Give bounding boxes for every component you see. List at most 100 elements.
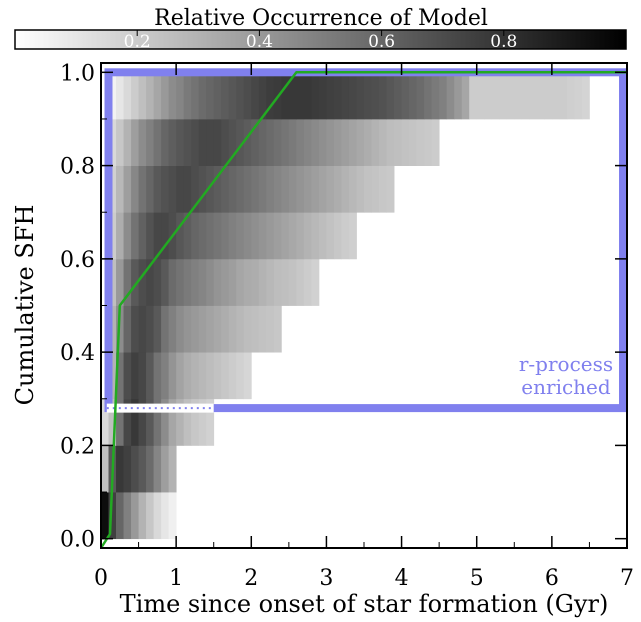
heatmap-cell	[146, 445, 154, 493]
heatmap-cell	[153, 492, 162, 540]
heatmap-cell	[138, 212, 147, 260]
heatmap-cell	[138, 165, 147, 213]
heatmap-cell	[228, 258, 237, 306]
heatmap-cell	[123, 165, 132, 213]
heatmap-cell	[146, 258, 154, 306]
heatmap-cell	[183, 305, 192, 353]
heatmap-cell	[348, 72, 357, 120]
heatmap-cell	[116, 492, 124, 540]
heatmap-cell	[341, 212, 350, 260]
heatmap-cell	[356, 72, 365, 120]
y-tick-label: 1.0	[60, 61, 95, 86]
heatmap-cell	[168, 305, 177, 353]
heatmap-cell	[168, 398, 177, 446]
heatmap-cell	[258, 258, 267, 306]
heatmap-cell	[303, 212, 312, 260]
heatmap-cell	[161, 212, 170, 260]
heatmap-cell	[221, 118, 230, 166]
heatmap-cell	[191, 72, 200, 120]
x-tick-label: 4	[395, 566, 409, 591]
y-tick-label: 0.6	[60, 248, 95, 273]
heatmap	[101, 72, 590, 540]
heatmap-cell	[213, 165, 222, 213]
heatmap-cell	[228, 352, 237, 400]
heatmap-cell	[266, 258, 275, 306]
heatmap-cell	[273, 212, 282, 260]
heatmap-cell	[394, 118, 402, 166]
heatmap-cell	[183, 258, 192, 306]
heatmap-cell	[161, 165, 170, 213]
heatmap-cell	[198, 165, 207, 213]
heatmap-cell	[131, 165, 139, 213]
heatmap-cell	[146, 212, 154, 260]
x-tick-label: 2	[244, 566, 258, 591]
heatmap-cell	[213, 352, 222, 400]
heatmap-cell	[161, 258, 170, 306]
heatmap-cell	[206, 258, 215, 306]
heatmap-cell	[296, 165, 305, 213]
heatmap-cell	[251, 118, 260, 166]
heatmap-cell	[326, 118, 335, 166]
heatmap-cell	[251, 72, 260, 120]
heatmap-cell	[281, 118, 290, 166]
heatmap-cell	[243, 258, 252, 306]
heatmap-cell	[446, 72, 455, 120]
heatmap-cell	[161, 305, 170, 353]
heatmap-cell	[348, 118, 357, 166]
heatmap-cell	[288, 118, 297, 166]
heatmap-cell	[146, 492, 154, 540]
heatmap-cell	[236, 118, 245, 166]
colorbar: Relative Occurrence of Model 0.2 0.4 0.6 0.…	[14, 6, 627, 52]
heatmap-cell	[348, 212, 357, 260]
heatmap-cell	[288, 258, 297, 306]
heatmap-cell	[146, 72, 154, 120]
heatmap-cell	[243, 118, 252, 166]
heatmap-cell	[161, 118, 170, 166]
heatmap-cell	[521, 72, 530, 120]
heatmap-cell	[228, 72, 237, 120]
heatmap-cell	[281, 212, 290, 260]
heatmap-cell	[266, 165, 275, 213]
heatmap-cell	[183, 72, 192, 120]
heatmap-cell	[116, 72, 124, 120]
heatmap-cell	[318, 72, 327, 120]
heatmap-cell	[296, 72, 305, 120]
heatmap-cell	[213, 305, 222, 353]
heatmap-cell	[401, 72, 410, 120]
y-axis: 0.0 0.2 0.4 0.6 0.8 1.0	[60, 61, 627, 553]
heatmap-cell	[236, 305, 245, 353]
heatmap-cell	[116, 445, 124, 493]
heatmap-cell	[221, 352, 230, 400]
heatmap-cell	[574, 72, 583, 120]
heatmap-cell	[379, 72, 387, 120]
heatmap-cell	[251, 305, 260, 353]
heatmap-cell	[116, 118, 124, 166]
heatmap-cell	[281, 165, 290, 213]
heatmap-cell	[138, 398, 147, 446]
heatmap-cell	[371, 165, 380, 213]
heatmap-cell	[318, 165, 327, 213]
heatmap-cell	[191, 352, 200, 400]
heatmap-cell	[191, 398, 200, 446]
heatmap-cell	[183, 165, 192, 213]
y-axis-title: Cumulative SFH	[11, 205, 39, 406]
heatmap-cell	[251, 165, 260, 213]
heatmap-cell	[416, 118, 425, 166]
heatmap-cell	[273, 258, 282, 306]
heatmap-cell	[356, 165, 365, 213]
heatmap-cell	[544, 72, 553, 120]
colorbar-tick-label: 0.2	[124, 32, 151, 52]
heatmap-cell	[536, 72, 545, 120]
heatmap-cell	[183, 398, 192, 446]
heatmap-cell	[131, 212, 139, 260]
heatmap-cell	[551, 72, 560, 120]
heatmap-cell	[243, 165, 252, 213]
x-tick-label: 0	[94, 566, 108, 591]
heatmap-cell	[288, 212, 297, 260]
heatmap-cell	[168, 258, 177, 306]
colorbar-title: Relative Occurrence of Model	[154, 6, 488, 31]
heatmap-cell	[168, 118, 177, 166]
heatmap-cell	[206, 212, 215, 260]
